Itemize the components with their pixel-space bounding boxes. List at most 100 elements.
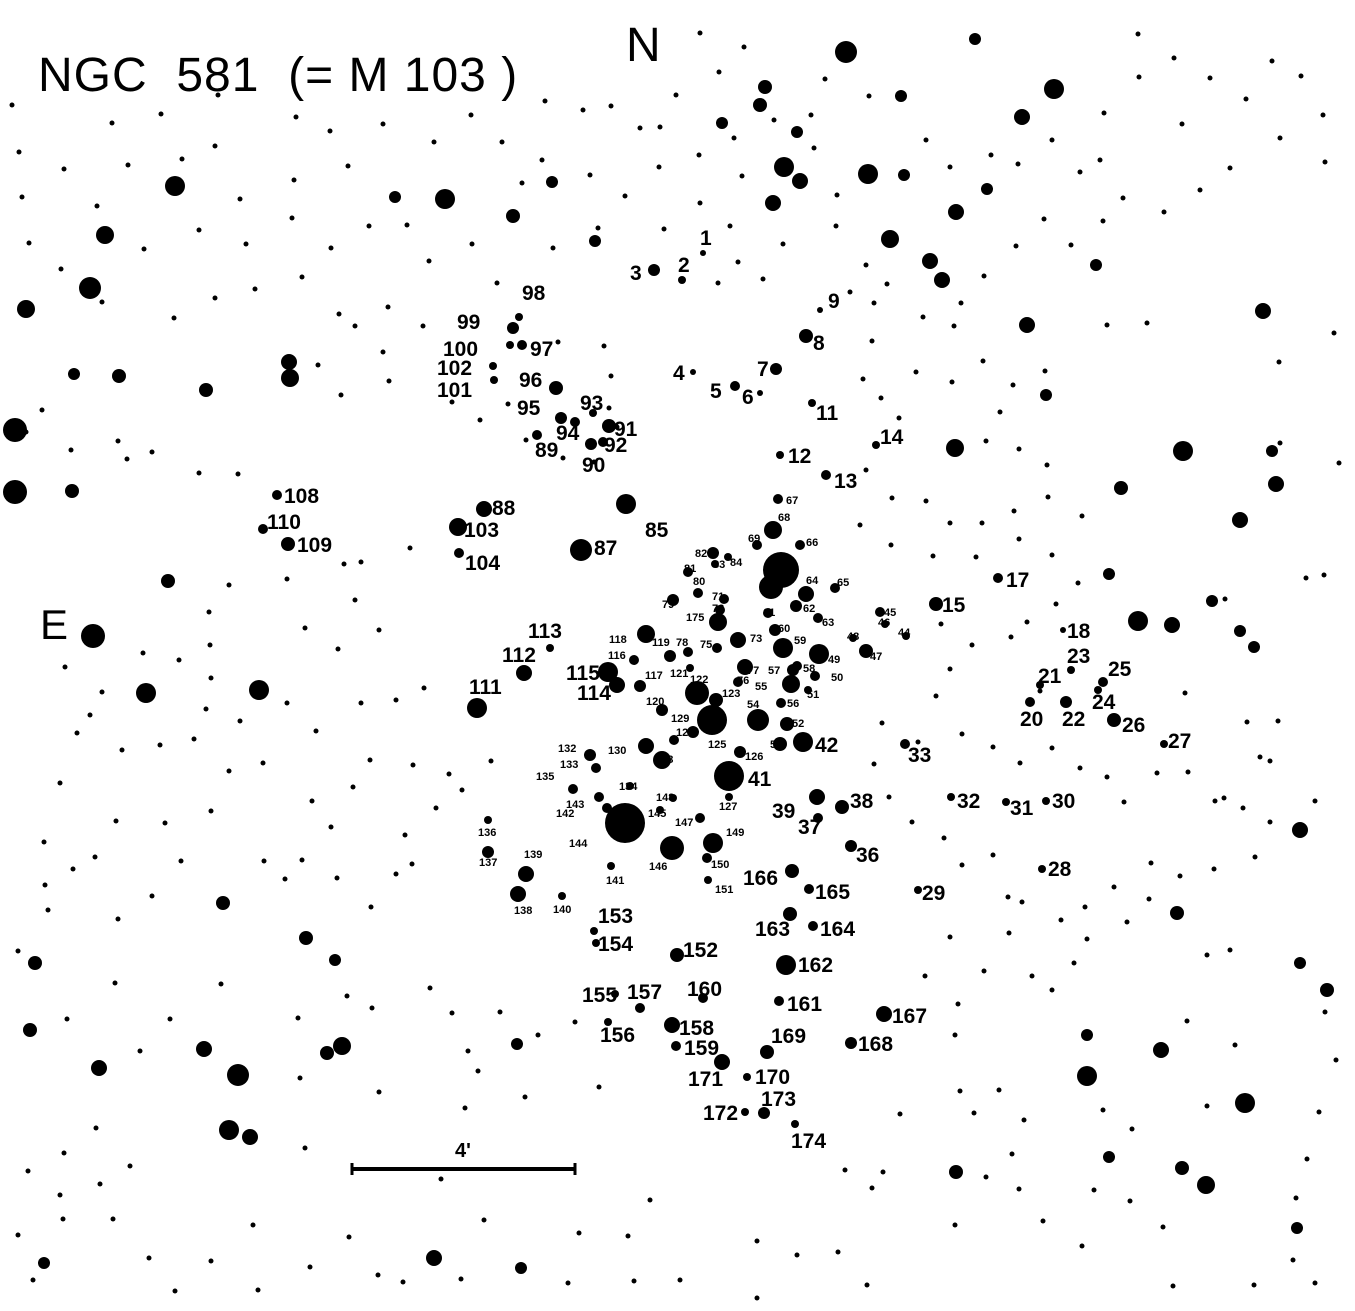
field-star [1227,947,1233,953]
field-star [1120,195,1126,201]
field-star [1207,75,1213,81]
star-143 [594,792,604,802]
star-138 [510,886,526,902]
star-17 [993,573,1003,583]
star-56 [776,698,786,708]
field-star [923,137,929,143]
field-star [741,44,747,50]
field-star [973,554,979,560]
star-label-32: 32 [957,790,980,813]
field-star [15,948,21,954]
star-77 [737,659,753,675]
star-46 [881,620,889,628]
star-75 [712,643,722,653]
star-4 [690,369,696,375]
star-label-117: 117 [645,670,663,682]
field-star [208,1258,214,1264]
field-star [1312,1280,1318,1286]
field-star [959,862,965,868]
star-label-169: 169 [771,1025,806,1048]
field-star [1291,1222,1303,1234]
field-star [774,157,794,177]
star-47 [859,644,873,658]
field-star [179,156,185,162]
field-star [996,1087,1002,1093]
field-star [3,480,27,504]
field-star [346,1234,352,1240]
star-114 [609,677,625,693]
star-20 [1025,697,1035,707]
star-175 [709,613,727,631]
field-star [427,985,433,991]
star-label-130: 130 [608,745,626,757]
star-label-173: 173 [761,1088,796,1111]
field-star [96,226,114,244]
star-label-61: 61 [763,607,775,619]
star-63 [813,613,823,623]
field-star [1144,320,1150,326]
star-85 [616,494,636,514]
field-star [249,680,269,700]
field-star [1240,805,1246,811]
field-star [468,112,474,118]
field-star [981,273,987,279]
field-star [219,1120,239,1140]
star-label-47: 47 [870,651,882,663]
field-star [857,522,863,528]
field-star [62,664,68,670]
field-star [161,574,175,588]
field-star [860,376,866,382]
star-label-150: 150 [711,859,729,871]
field-star [955,1001,961,1007]
star-label-67: 67 [786,495,798,507]
star-79 [667,594,679,606]
field-star [1111,884,1117,890]
star-label-82: 82 [695,548,707,560]
star-label-146: 146 [649,861,667,873]
star-6 [757,390,763,396]
star-label-136: 136 [478,827,496,839]
field-star [1091,1187,1097,1193]
field-star [1294,957,1306,969]
field-star [1204,1103,1210,1109]
star-label-6: 6 [742,386,754,409]
field-star [299,274,305,280]
star-26 [1107,713,1121,727]
star-69 [752,540,762,550]
field-star [261,858,267,864]
field-star [1170,906,1184,920]
star-label-42: 42 [815,734,838,757]
field-star [255,1287,261,1293]
star-label-11: 11 [816,402,839,425]
field-star [858,164,878,184]
field-star [226,582,232,588]
star-42 [793,732,813,752]
star-73 [730,632,746,648]
field-star [631,1278,637,1284]
field-star [366,223,372,229]
star-label-22: 22 [1062,708,1085,731]
field-star [162,820,168,826]
field-star [591,459,597,465]
field-star [608,373,614,379]
field-star [16,149,22,155]
field-star [65,484,79,498]
field-star [519,180,525,186]
field-star [941,835,947,841]
field-star [167,1016,173,1022]
field-star [1204,952,1210,958]
field-star [981,183,993,195]
field-star [1084,936,1090,942]
star-label-26: 26 [1122,714,1145,737]
field-star [1127,1198,1133,1204]
field-star [1104,322,1110,328]
field-star [488,758,494,764]
star-label-141: 141 [606,875,624,887]
star-45 [875,607,885,617]
field-star [555,339,561,345]
star-label-92: 92 [604,434,627,457]
field-star [1019,899,1025,905]
field-star [110,1216,116,1222]
field-star [367,757,373,763]
star-150 [702,853,712,863]
